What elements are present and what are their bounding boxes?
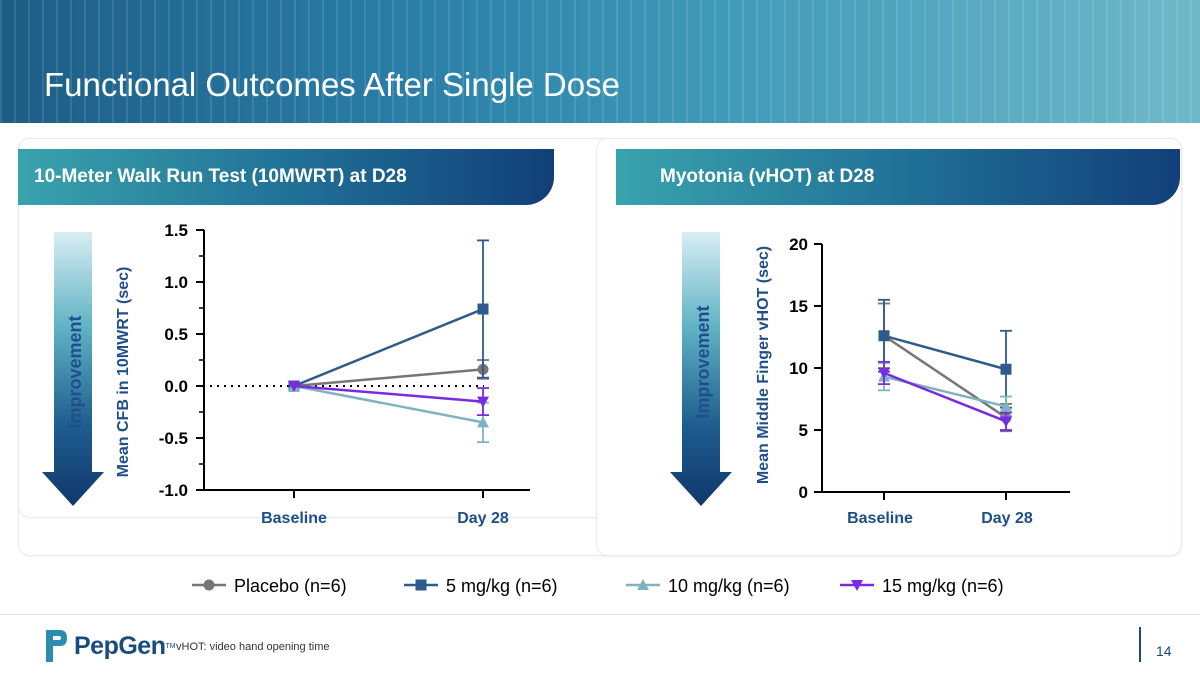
pepgen-logo: PepGen TM [42, 628, 176, 664]
footer-separator [1139, 627, 1141, 662]
chart-vhot: Mean Middle Finger vHOT (sec) Baseline D… [755, 235, 1070, 527]
y-tick-label: 0.5 [164, 325, 188, 344]
footer-divider [0, 614, 1200, 615]
legend-marker-mg5 [415, 579, 427, 591]
data-point-mg5 [477, 303, 489, 315]
legend-label: Placebo (n=6) [234, 576, 347, 596]
improvement-label-left: Improvement [65, 315, 85, 428]
y-tick-label: 10 [789, 359, 808, 378]
series-line-mg15 [293, 384, 484, 403]
legend-label: 15 mg/kg (n=6) [882, 576, 1004, 596]
x-tick-label-baseline: Baseline [261, 510, 327, 527]
data-point-mg5 [878, 330, 890, 342]
data-point-mg10 [477, 416, 489, 428]
header-banner: Functional Outcomes After Single Dose [0, 0, 1200, 123]
footnote: vHOT: video hand opening time [176, 641, 330, 653]
pepgen-logo-icon [46, 630, 67, 662]
legend: Placebo (n=6) 5 mg/kg (n=6) 10 mg/kg (n=6)… [192, 576, 1004, 596]
panel-title-vhot: Myotonia (vHOT) at D28 [616, 149, 1180, 205]
series-line-mg5 [883, 334, 1007, 371]
page-title: Functional Outcomes After Single Dose [44, 66, 620, 103]
y-tick-label: 1.0 [164, 273, 188, 292]
y-tick-label: 15 [789, 297, 808, 316]
banner-pattern [0, 0, 1200, 123]
page-number: 14 [1156, 643, 1172, 659]
legend-label: 10 mg/kg (n=6) [668, 576, 790, 596]
data-point-mg10 [1000, 400, 1012, 412]
data-point-mg5 [1000, 363, 1012, 375]
y-tick-label: 20 [789, 235, 808, 254]
data-point-mg15 [477, 396, 489, 408]
panel-title-10mwrt: 10-Meter Walk Run Test (10MWRT) at D28 [18, 149, 554, 205]
series-line-mg5 [293, 307, 484, 388]
y-tick-label: 5 [799, 421, 808, 440]
legend-label: 5 mg/kg (n=6) [446, 576, 558, 596]
legend-marker-placebo [203, 579, 215, 591]
legend-marker-mg15 [851, 580, 863, 591]
series-line-mg15 [883, 371, 1007, 423]
chart-10mwrt: Mean CFB in 10MWRT (sec) Baseline Day 28… [115, 221, 530, 527]
data-point-mg15 [878, 367, 890, 379]
series-line-placebo [293, 368, 484, 388]
y-tick-label: 0.0 [164, 377, 188, 396]
data-point-mg15 [288, 381, 300, 392]
improvement-arrow-left [42, 232, 104, 506]
series-line-mg10 [293, 384, 484, 424]
pepgen-logo-tm: TM [165, 642, 176, 650]
improvement-arrow-right [670, 232, 732, 506]
pepgen-logo-text: PepGen [74, 631, 166, 660]
x-tick-label-day28: Day 28 [457, 510, 509, 527]
y-tick-label: 0 [799, 483, 808, 502]
x-tick-label-day28: Day 28 [981, 510, 1033, 527]
series-line-placebo [883, 334, 1007, 419]
y-tick-label: 1.5 [164, 221, 188, 240]
legend-marker-mg10 [637, 579, 649, 590]
y-axis-label: Mean Middle Finger vHOT (sec) [755, 246, 772, 484]
y-tick-label: -0.5 [159, 429, 188, 448]
y-axis-label: Mean CFB in 10MWRT (sec) [115, 267, 132, 478]
y-tick-label: -1.0 [159, 481, 188, 500]
improvement-label-right: Improvement [693, 305, 713, 418]
data-point-mg15 [1000, 416, 1012, 428]
x-tick-label-baseline: Baseline [847, 510, 913, 527]
